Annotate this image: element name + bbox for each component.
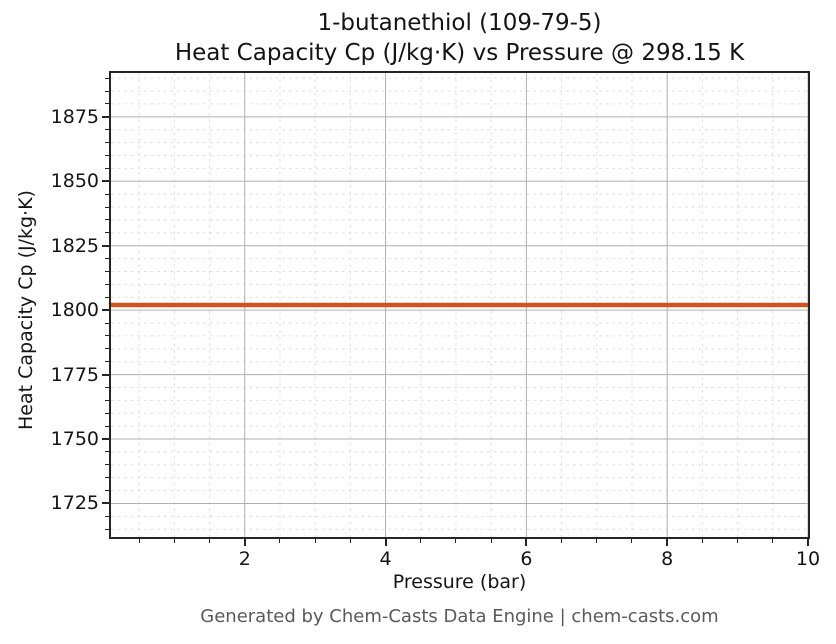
footer-credit: Generated by Chem-Casts Data Engine | ch… — [200, 606, 719, 627]
x-minor-tick-mark — [138, 539, 140, 543]
y-minor-tick-mark — [105, 477, 109, 479]
x-minor-tick-mark — [701, 539, 703, 543]
x-axis-label: Pressure (bar) — [392, 571, 527, 593]
x-tick-mark — [243, 539, 246, 546]
y-minor-tick-mark — [105, 90, 109, 92]
x-tick-mark — [666, 539, 669, 546]
x-tick-mark — [384, 539, 387, 546]
y-tick-label: 1850 — [50, 170, 99, 193]
x-minor-tick-mark — [737, 539, 739, 543]
x-minor-tick-mark — [279, 539, 281, 543]
y-minor-tick-mark — [105, 412, 109, 414]
y-minor-tick-mark — [105, 464, 109, 466]
x-tick-mark — [525, 539, 528, 546]
y-minor-tick-mark — [105, 219, 109, 221]
y-tick-mark — [102, 115, 109, 118]
y-tick-label: 1725 — [50, 492, 99, 515]
y-minor-tick-mark — [105, 77, 109, 79]
y-tick-label: 1875 — [50, 105, 99, 128]
x-tick-label: 8 — [661, 548, 674, 570]
y-minor-tick-mark — [105, 386, 109, 388]
y-minor-tick-mark — [105, 258, 109, 260]
x-tick-mark — [807, 539, 809, 546]
y-tick-mark — [102, 309, 109, 312]
y-tick-mark — [102, 438, 109, 441]
y-minor-tick-mark — [105, 361, 109, 363]
y-minor-tick-mark — [105, 283, 109, 285]
x-tick-label: 10 — [795, 548, 821, 570]
y-tick-label: 1775 — [50, 363, 99, 386]
x-tick-label: 2 — [238, 548, 251, 570]
y-minor-tick-mark — [105, 399, 109, 401]
y-minor-tick-mark — [105, 193, 109, 195]
y-minor-tick-mark — [105, 142, 109, 144]
y-minor-tick-mark — [105, 528, 109, 530]
y-minor-tick-mark — [105, 348, 109, 350]
y-minor-tick-mark — [105, 515, 109, 517]
y-minor-tick-mark — [105, 425, 109, 427]
y-minor-tick-mark — [105, 270, 109, 272]
y-minor-tick-mark — [105, 451, 109, 453]
x-minor-tick-mark — [631, 539, 633, 543]
y-tick-label: 1750 — [50, 428, 99, 451]
y-tick-mark — [102, 180, 109, 183]
y-minor-tick-mark — [105, 335, 109, 337]
x-tick-label: 4 — [379, 548, 392, 570]
x-minor-tick-mark — [209, 539, 211, 543]
y-tick-label: 1800 — [50, 299, 99, 322]
y-minor-tick-mark — [105, 206, 109, 208]
x-minor-tick-mark — [173, 539, 175, 543]
y-tick-mark — [102, 244, 109, 247]
x-minor-tick-mark — [490, 539, 492, 543]
x-minor-tick-mark — [314, 539, 316, 543]
y-minor-tick-mark — [105, 154, 109, 156]
y-minor-tick-mark — [105, 103, 109, 105]
y-minor-tick-mark — [105, 490, 109, 492]
x-minor-tick-mark — [561, 539, 563, 543]
x-minor-tick-mark — [772, 539, 774, 543]
y-minor-tick-mark — [105, 296, 109, 298]
y-axis-label: Heat Capacity Cp (J/kg·K) — [15, 190, 37, 430]
x-tick-label: 6 — [520, 548, 533, 570]
y-minor-tick-mark — [105, 322, 109, 324]
y-minor-tick-mark — [105, 232, 109, 234]
chart-subtitle: Heat Capacity Cp (J/kg·K) vs Pressure @ … — [174, 40, 745, 66]
plot-area — [111, 73, 808, 537]
y-minor-tick-mark — [105, 129, 109, 131]
y-minor-tick-mark — [105, 167, 109, 169]
x-minor-tick-mark — [420, 539, 422, 543]
y-tick-label: 1825 — [50, 234, 99, 257]
x-minor-tick-mark — [349, 539, 351, 543]
y-tick-mark — [102, 373, 109, 376]
chart-title: 1-butanethiol (109-79-5) — [317, 10, 602, 36]
x-minor-tick-mark — [455, 539, 457, 543]
y-tick-mark — [102, 502, 109, 505]
x-minor-tick-mark — [596, 539, 598, 543]
